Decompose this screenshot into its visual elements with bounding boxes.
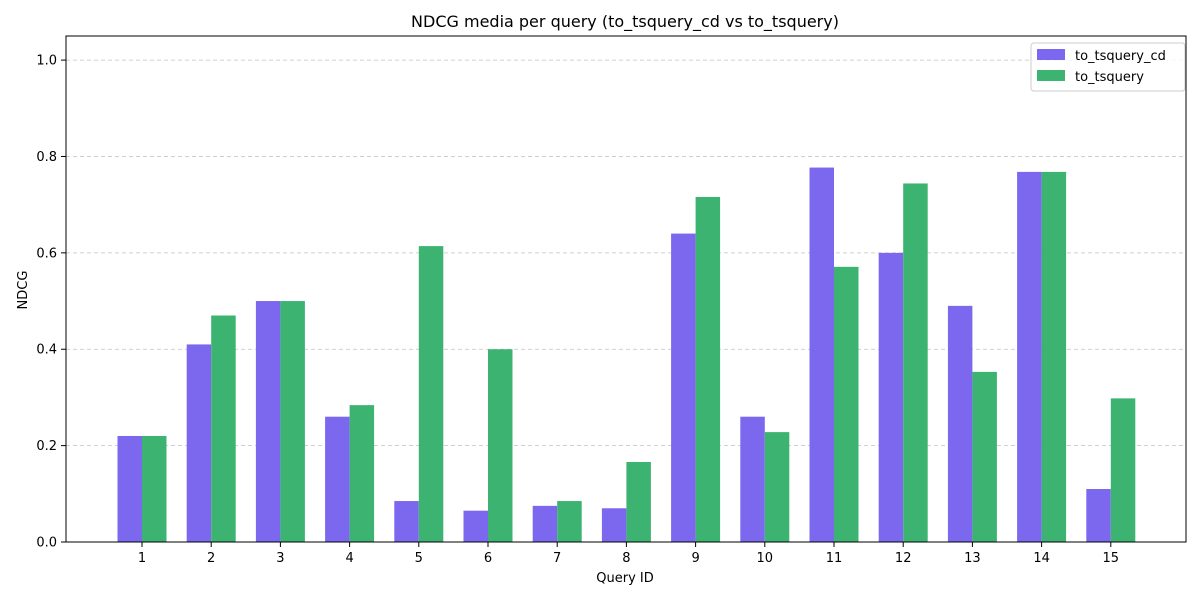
x-tick-label: 6 — [484, 551, 492, 566]
x-tick-label: 10 — [757, 551, 774, 566]
y-tick-label: 0.6 — [36, 246, 57, 261]
x-tick-label: 15 — [1103, 551, 1120, 566]
bar-to-tsquery-13 — [972, 371, 997, 542]
legend-label-to-tsquery-cd: to_tsquery_cd — [1075, 49, 1166, 64]
bar-to-tsquery-cd-1 — [117, 435, 142, 542]
legend-swatch-to-tsquery — [1037, 70, 1065, 81]
bar-to-tsquery-cd-14 — [1017, 171, 1042, 542]
x-tick-label: 9 — [691, 551, 699, 566]
bar-to-tsquery-cd-10 — [740, 416, 765, 542]
x-tick-label: 4 — [345, 551, 353, 566]
x-tick-label: 8 — [622, 551, 630, 566]
bar-to-tsquery-cd-7 — [532, 505, 558, 542]
bar-to-tsquery-8 — [626, 462, 651, 542]
bar-to-tsquery-5 — [418, 246, 444, 542]
x-axis-label: Query ID — [596, 571, 653, 586]
bar-to-tsquery-11 — [834, 266, 859, 542]
x-tick-label: 2 — [207, 551, 215, 566]
bar-to-tsquery-cd-2 — [186, 344, 212, 542]
bar-to-tsquery-cd-9 — [671, 233, 696, 543]
legend: to_tsquery_cd to_tsquery — [1030, 42, 1186, 92]
y-tick-label: 0.8 — [36, 150, 57, 165]
bar-to-tsquery-cd-5 — [394, 501, 419, 542]
bar-to-tsquery-cd-6 — [463, 510, 488, 542]
bar-to-tsquery-cd-12 — [878, 252, 904, 542]
bar-to-tsquery-3 — [280, 301, 305, 542]
bar-to-tsquery-cd-11 — [809, 167, 834, 542]
bar-to-tsquery-7 — [557, 501, 582, 542]
y-tick-label: 0.2 — [36, 439, 57, 454]
bar-to-tsquery-cd-8 — [601, 508, 627, 542]
bar-to-tsquery-cd-13 — [947, 305, 973, 542]
x-tick-label: 7 — [553, 551, 561, 566]
bar-to-tsquery-2 — [211, 315, 236, 542]
x-tick-label: 5 — [415, 551, 423, 566]
y-tick-label: 0.0 — [36, 536, 57, 551]
legend-box — [1030, 42, 1186, 92]
bar-to-tsquery-cd-4 — [325, 416, 350, 542]
plot-frame — [65, 35, 1187, 543]
x-tick-label: 1 — [138, 551, 146, 566]
bar-to-tsquery-10 — [764, 432, 790, 542]
bar-to-tsquery-1 — [142, 435, 167, 542]
bar-to-tsquery-cd-3 — [255, 301, 281, 542]
chart-title: NDCG media per query (to_tsquery_cd vs t… — [411, 12, 839, 32]
bars — [117, 167, 1136, 543]
x-tick-label: 11 — [826, 551, 843, 566]
y-tick-label: 1.0 — [36, 54, 57, 69]
x-tick-label: 13 — [964, 551, 981, 566]
tick-labels: 0.00.20.40.60.81.01 2 3 4 5 6 7 8 9 10 11 12 13 14 15 — [36, 54, 1119, 566]
grid-lines — [66, 59, 1186, 447]
bar-to-tsquery-6 — [488, 349, 513, 542]
legend-swatch-to-tsquery-cd — [1037, 49, 1065, 60]
bar-to-tsquery-9 — [695, 196, 721, 543]
bar-to-tsquery-14 — [1041, 171, 1067, 542]
axes — [61, 35, 1187, 547]
y-tick-label: 0.4 — [36, 343, 57, 358]
x-tick-label: 3 — [276, 551, 284, 566]
bar-to-tsquery-15 — [1110, 398, 1136, 542]
y-axis-label: NDCG — [16, 271, 31, 310]
legend-label-to-tsquery: to_tsquery — [1075, 70, 1144, 85]
x-tick-label: 14 — [1033, 551, 1050, 566]
bar-to-tsquery-cd-15 — [1086, 488, 1111, 542]
bar-to-tsquery-4 — [349, 405, 375, 542]
x-tick-label: 12 — [895, 551, 912, 566]
bar-to-tsquery-12 — [903, 183, 928, 542]
